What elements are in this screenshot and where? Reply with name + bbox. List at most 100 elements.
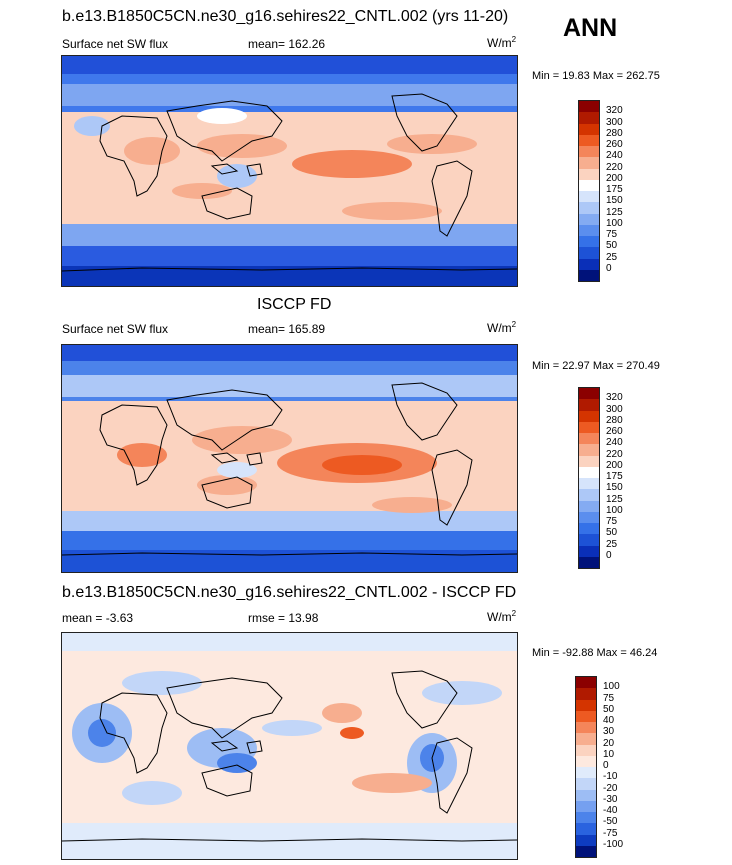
colorbar-swatch — [576, 767, 596, 779]
colorbar-swatch — [576, 744, 596, 756]
colorbar-tick-label: 40 — [603, 715, 615, 726]
colorbar-tick-label: 260 — [606, 139, 623, 150]
colorbar-tick-label: 280 — [606, 414, 623, 426]
colorbar-swatch — [579, 236, 599, 248]
colorbar-tick-label: -100 — [603, 838, 624, 850]
colorbar-swatch — [579, 269, 599, 281]
colorbar-tick-label: 200 — [606, 172, 623, 184]
colorbar-swatch — [576, 722, 596, 734]
colorbar-tick-label: 125 — [606, 493, 623, 505]
panel2-map — [61, 344, 518, 573]
colorbar-swatch — [579, 455, 599, 467]
colorbar-tick-label: 10 — [603, 748, 615, 760]
colorbar-tick-label: 320 — [606, 105, 623, 117]
colorbar-swatch — [579, 247, 599, 259]
colorbar-tick-label: 220 — [606, 161, 623, 173]
colorbar-swatch — [579, 421, 599, 433]
colorbar-swatch — [576, 778, 596, 790]
panel3-colorbar — [575, 676, 597, 858]
panel3-mean: mean = -3.63 — [62, 611, 134, 625]
colorbar-tick-label: -40 — [603, 805, 618, 816]
panel2-field-label: Surface net SW flux — [62, 322, 169, 336]
colorbar-swatch — [576, 733, 596, 745]
colorbar-swatch — [579, 101, 599, 113]
colorbar-swatch — [579, 556, 599, 568]
colorbar-tick-label: 220 — [606, 448, 623, 460]
panel2-title: ISCCP FD — [257, 296, 332, 313]
colorbar-tick-label: 75 — [606, 516, 618, 527]
colorbar-swatch — [579, 433, 599, 445]
colorbar-swatch — [579, 134, 599, 146]
colorbar-tick-label: 0 — [606, 262, 612, 274]
colorbar-tick-label: 175 — [606, 471, 623, 482]
panel1-field-label: Surface net SW flux — [62, 37, 169, 51]
panel2-colorbar — [578, 387, 600, 569]
colorbar-swatch — [579, 466, 599, 478]
colorbar-tick-label: 150 — [606, 195, 623, 207]
colorbar-tick-label: 150 — [606, 482, 623, 494]
colorbar-tick-label: 175 — [606, 184, 623, 195]
panel2-units: W/m2 — [487, 320, 517, 335]
colorbar-swatch — [576, 789, 596, 801]
colorbar-tick-label: 50 — [606, 527, 618, 539]
colorbar-swatch — [579, 224, 599, 236]
colorbar-tick-label: 320 — [606, 392, 623, 404]
colorbar-swatch — [576, 677, 596, 689]
colorbar-swatch — [579, 410, 599, 422]
panel1-units: W/m2 — [487, 35, 517, 50]
colorbar-swatch — [579, 123, 599, 135]
colorbar-tick-label: 0 — [606, 549, 612, 561]
panel3-minmax: Min = -92.88 Max = 46.24 — [532, 647, 658, 659]
colorbar-tick-label: 100 — [606, 504, 623, 516]
panel1-title: b.e13.B1850C5CN.ne30_g16.sehires22_CNTL.… — [62, 8, 509, 25]
colorbar-tick-label: 50 — [606, 240, 618, 252]
colorbar-swatch — [579, 545, 599, 557]
colorbar-swatch — [579, 399, 599, 411]
colorbar-tick-label: -75 — [603, 827, 618, 839]
colorbar-swatch — [576, 845, 596, 857]
season-label: ANN — [563, 14, 618, 42]
colorbar-tick-label: 25 — [606, 251, 618, 263]
colorbar-swatch — [579, 146, 599, 158]
panel1-minmax: Min = 19.83 Max = 262.75 — [532, 70, 660, 82]
colorbar-swatch — [579, 168, 599, 180]
colorbar-tick-label: -20 — [603, 782, 618, 794]
colorbar-swatch — [579, 444, 599, 456]
colorbar-tick-label: 30 — [603, 726, 615, 738]
colorbar-tick-label: 75 — [606, 229, 618, 240]
panel2-colorbar-labels: 320 300 280 260 240 220 200 175 150 125 100 75 50 25 0 — [606, 387, 646, 567]
colorbar-tick-label: 125 — [606, 206, 623, 218]
colorbar-swatch — [579, 179, 599, 191]
colorbar-tick-label: 300 — [606, 403, 623, 415]
colorbar-tick-label: 280 — [606, 127, 623, 139]
colorbar-tick-label: 300 — [606, 116, 623, 128]
panel3-rmse: rmse = 13.98 — [248, 611, 319, 625]
colorbar-tick-label: 25 — [606, 538, 618, 550]
panel3-colorbar-labels: 100 75 50 40 30 20 10 0 -10 -20 -30 -40 -50 -75 -100 — [603, 676, 643, 856]
colorbar-swatch — [579, 112, 599, 124]
colorbar-tick-label: 50 — [603, 703, 615, 715]
colorbar-swatch — [576, 812, 596, 824]
colorbar-tick-label: 240 — [606, 150, 623, 162]
panel3-map — [61, 632, 518, 860]
colorbar-swatch — [579, 258, 599, 270]
colorbar-tick-label: 0 — [603, 760, 609, 771]
panel3-units: W/m2 — [487, 609, 517, 624]
colorbar-swatch — [576, 755, 596, 767]
colorbar-swatch — [579, 534, 599, 546]
colorbar-tick-label: 200 — [606, 459, 623, 471]
colorbar-swatch — [579, 511, 599, 523]
panel1-map — [61, 55, 518, 287]
colorbar-tick-label: -30 — [603, 793, 618, 805]
colorbar-tick-label: 20 — [603, 737, 615, 749]
colorbar-tick-label: 75 — [603, 692, 615, 704]
colorbar-tick-label: 100 — [606, 217, 623, 229]
colorbar-tick-label: 100 — [603, 681, 620, 693]
colorbar-swatch — [576, 710, 596, 722]
colorbar-swatch — [579, 213, 599, 225]
panel2-mean: mean= 165.89 — [248, 322, 326, 336]
colorbar-swatch — [579, 191, 599, 203]
colorbar-swatch — [576, 688, 596, 700]
colorbar-swatch — [576, 800, 596, 812]
panel1-mean: mean= 162.26 — [248, 37, 326, 51]
